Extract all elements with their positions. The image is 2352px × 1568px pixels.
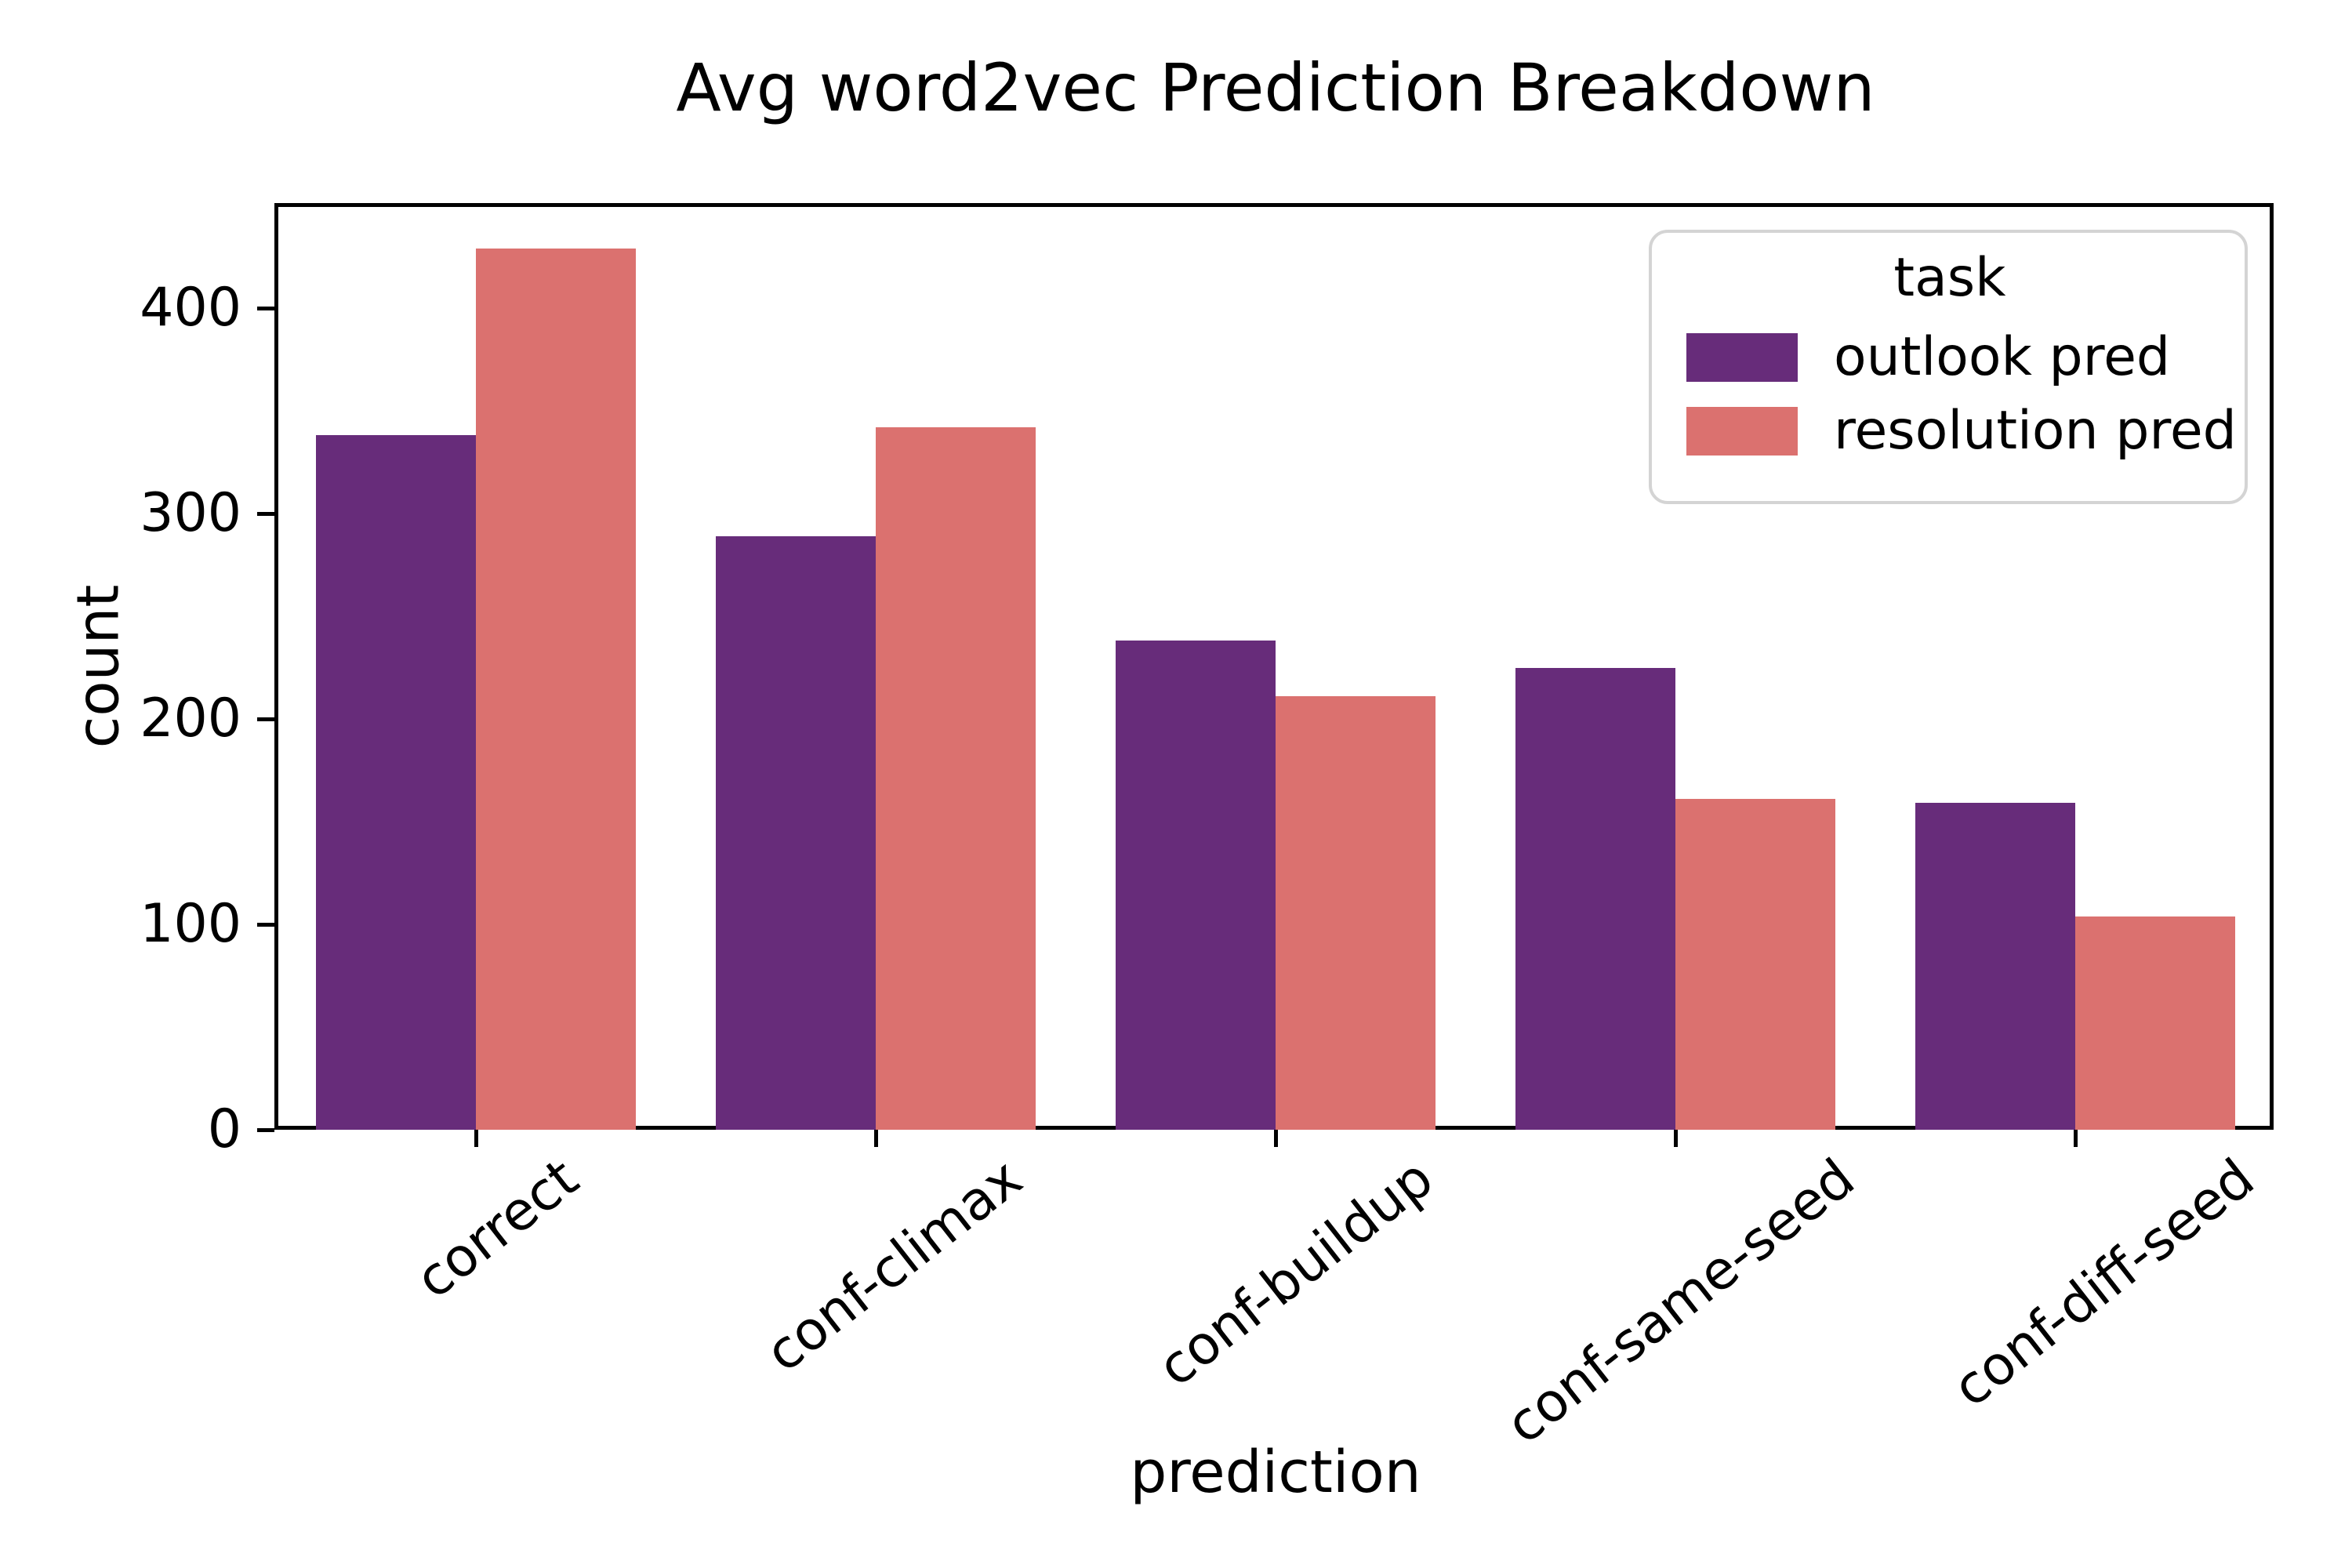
y-tick-label-100: 100 — [140, 893, 241, 955]
x-tick-mark-correct — [474, 1130, 478, 1147]
bar-resolution-pred-conf-buildup — [1276, 696, 1436, 1130]
bar-outlook-pred-conf-diff-seed — [1915, 803, 2075, 1130]
legend-label-outlook-pred: outlook pred — [1834, 326, 2171, 388]
y-tick-label-0: 0 — [207, 1098, 241, 1160]
x-tick-label-conf-buildup: conf-buildup — [1146, 1147, 1445, 1399]
y-tick-label-300: 300 — [140, 482, 241, 544]
bar-outlook-pred-correct — [316, 435, 476, 1130]
bar-resolution-pred-conf-climax — [876, 426, 1036, 1130]
legend-label-resolution-pred: resolution pred — [1834, 400, 2237, 462]
x-axis-label: prediction — [1130, 1439, 1421, 1506]
bar-resolution-pred-conf-diff-seed — [2075, 916, 2235, 1130]
legend-title: task — [1893, 247, 2006, 309]
x-tick-label-conf-diff-seed: conf-diff-seed — [1942, 1147, 2267, 1420]
x-tick-label-conf-climax: conf-climax — [754, 1147, 1034, 1385]
y-tick-mark-200 — [257, 717, 274, 721]
legend: task outlook pred resolution pred — [1649, 230, 2248, 504]
bar-outlook-pred-conf-same-seed — [1515, 667, 1675, 1130]
bar-resolution-pred-conf-same-seed — [1675, 799, 1835, 1130]
x-tick-mark-conf-climax — [874, 1130, 878, 1147]
bar-resolution-pred-correct — [476, 249, 636, 1130]
y-tick-mark-400 — [257, 307, 274, 310]
legend-swatch-resolution-pred — [1686, 407, 1798, 456]
x-tick-mark-conf-diff-seed — [2074, 1130, 2078, 1147]
legend-swatch-outlook-pred — [1686, 333, 1798, 382]
y-tick-label-400: 400 — [140, 277, 241, 339]
y-tick-label-200: 200 — [140, 688, 241, 750]
bar-outlook-pred-conf-climax — [716, 535, 876, 1130]
x-tick-label-correct: correct — [405, 1147, 590, 1312]
bar-outlook-pred-conf-buildup — [1116, 641, 1276, 1130]
y-tick-mark-300 — [257, 512, 274, 516]
x-tick-label-conf-same-seed: conf-same-seed — [1495, 1147, 1867, 1457]
chart-title: Avg word2vec Prediction Breakdown — [676, 49, 1875, 126]
legend-item-outlook-pred: outlook pred — [1686, 330, 2213, 385]
x-tick-mark-conf-buildup — [1274, 1130, 1278, 1147]
y-tick-mark-100 — [257, 923, 274, 927]
legend-item-resolution-pred: resolution pred — [1686, 404, 2237, 459]
y-tick-mark-0 — [257, 1128, 274, 1132]
x-tick-mark-conf-same-seed — [1674, 1130, 1678, 1147]
